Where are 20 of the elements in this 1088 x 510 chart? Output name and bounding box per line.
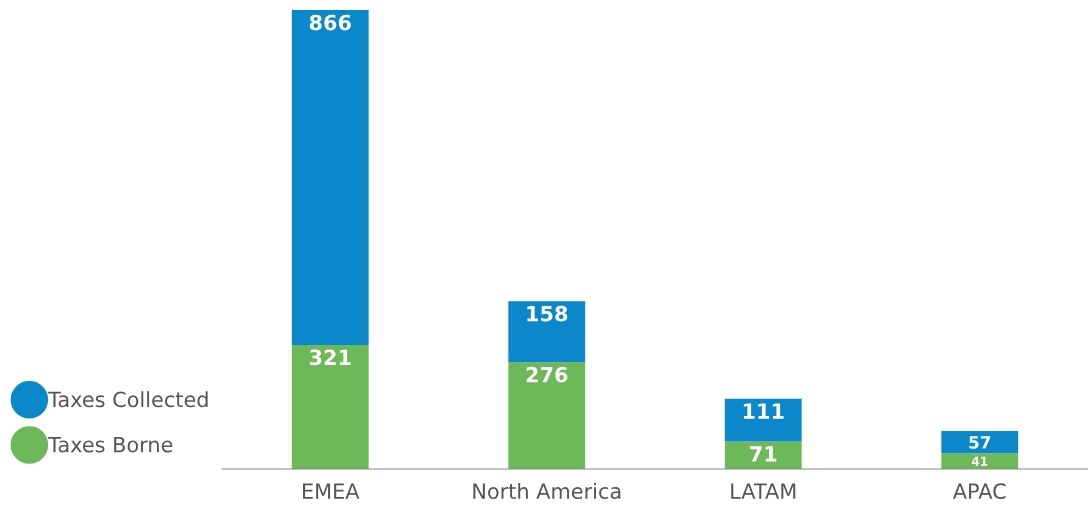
data-label: 276: [526, 366, 568, 383]
bar: [724, 398, 802, 442]
x-tick-label: APAC: [952, 483, 1006, 500]
bar: [508, 301, 586, 363]
legend-label: Taxes Borne: [48, 436, 173, 453]
x-tick-label: EMEA: [303, 483, 360, 499]
data-label: 321: [309, 349, 351, 366]
bar: [941, 431, 1019, 454]
x-tick-label: North America: [473, 482, 621, 500]
data-label: 111: [743, 403, 784, 419]
data-label: 71: [750, 446, 777, 462]
data-label: 866: [309, 14, 351, 31]
data-label: 41: [971, 456, 988, 466]
legend-label: Taxes Collected: [48, 391, 208, 408]
bar: [291, 10, 369, 345]
data-label: 57: [969, 436, 991, 449]
x-tick-label: LATAM: [731, 483, 796, 499]
bar: [508, 362, 586, 469]
data-label: 158: [527, 305, 568, 322]
bar: [291, 344, 369, 469]
